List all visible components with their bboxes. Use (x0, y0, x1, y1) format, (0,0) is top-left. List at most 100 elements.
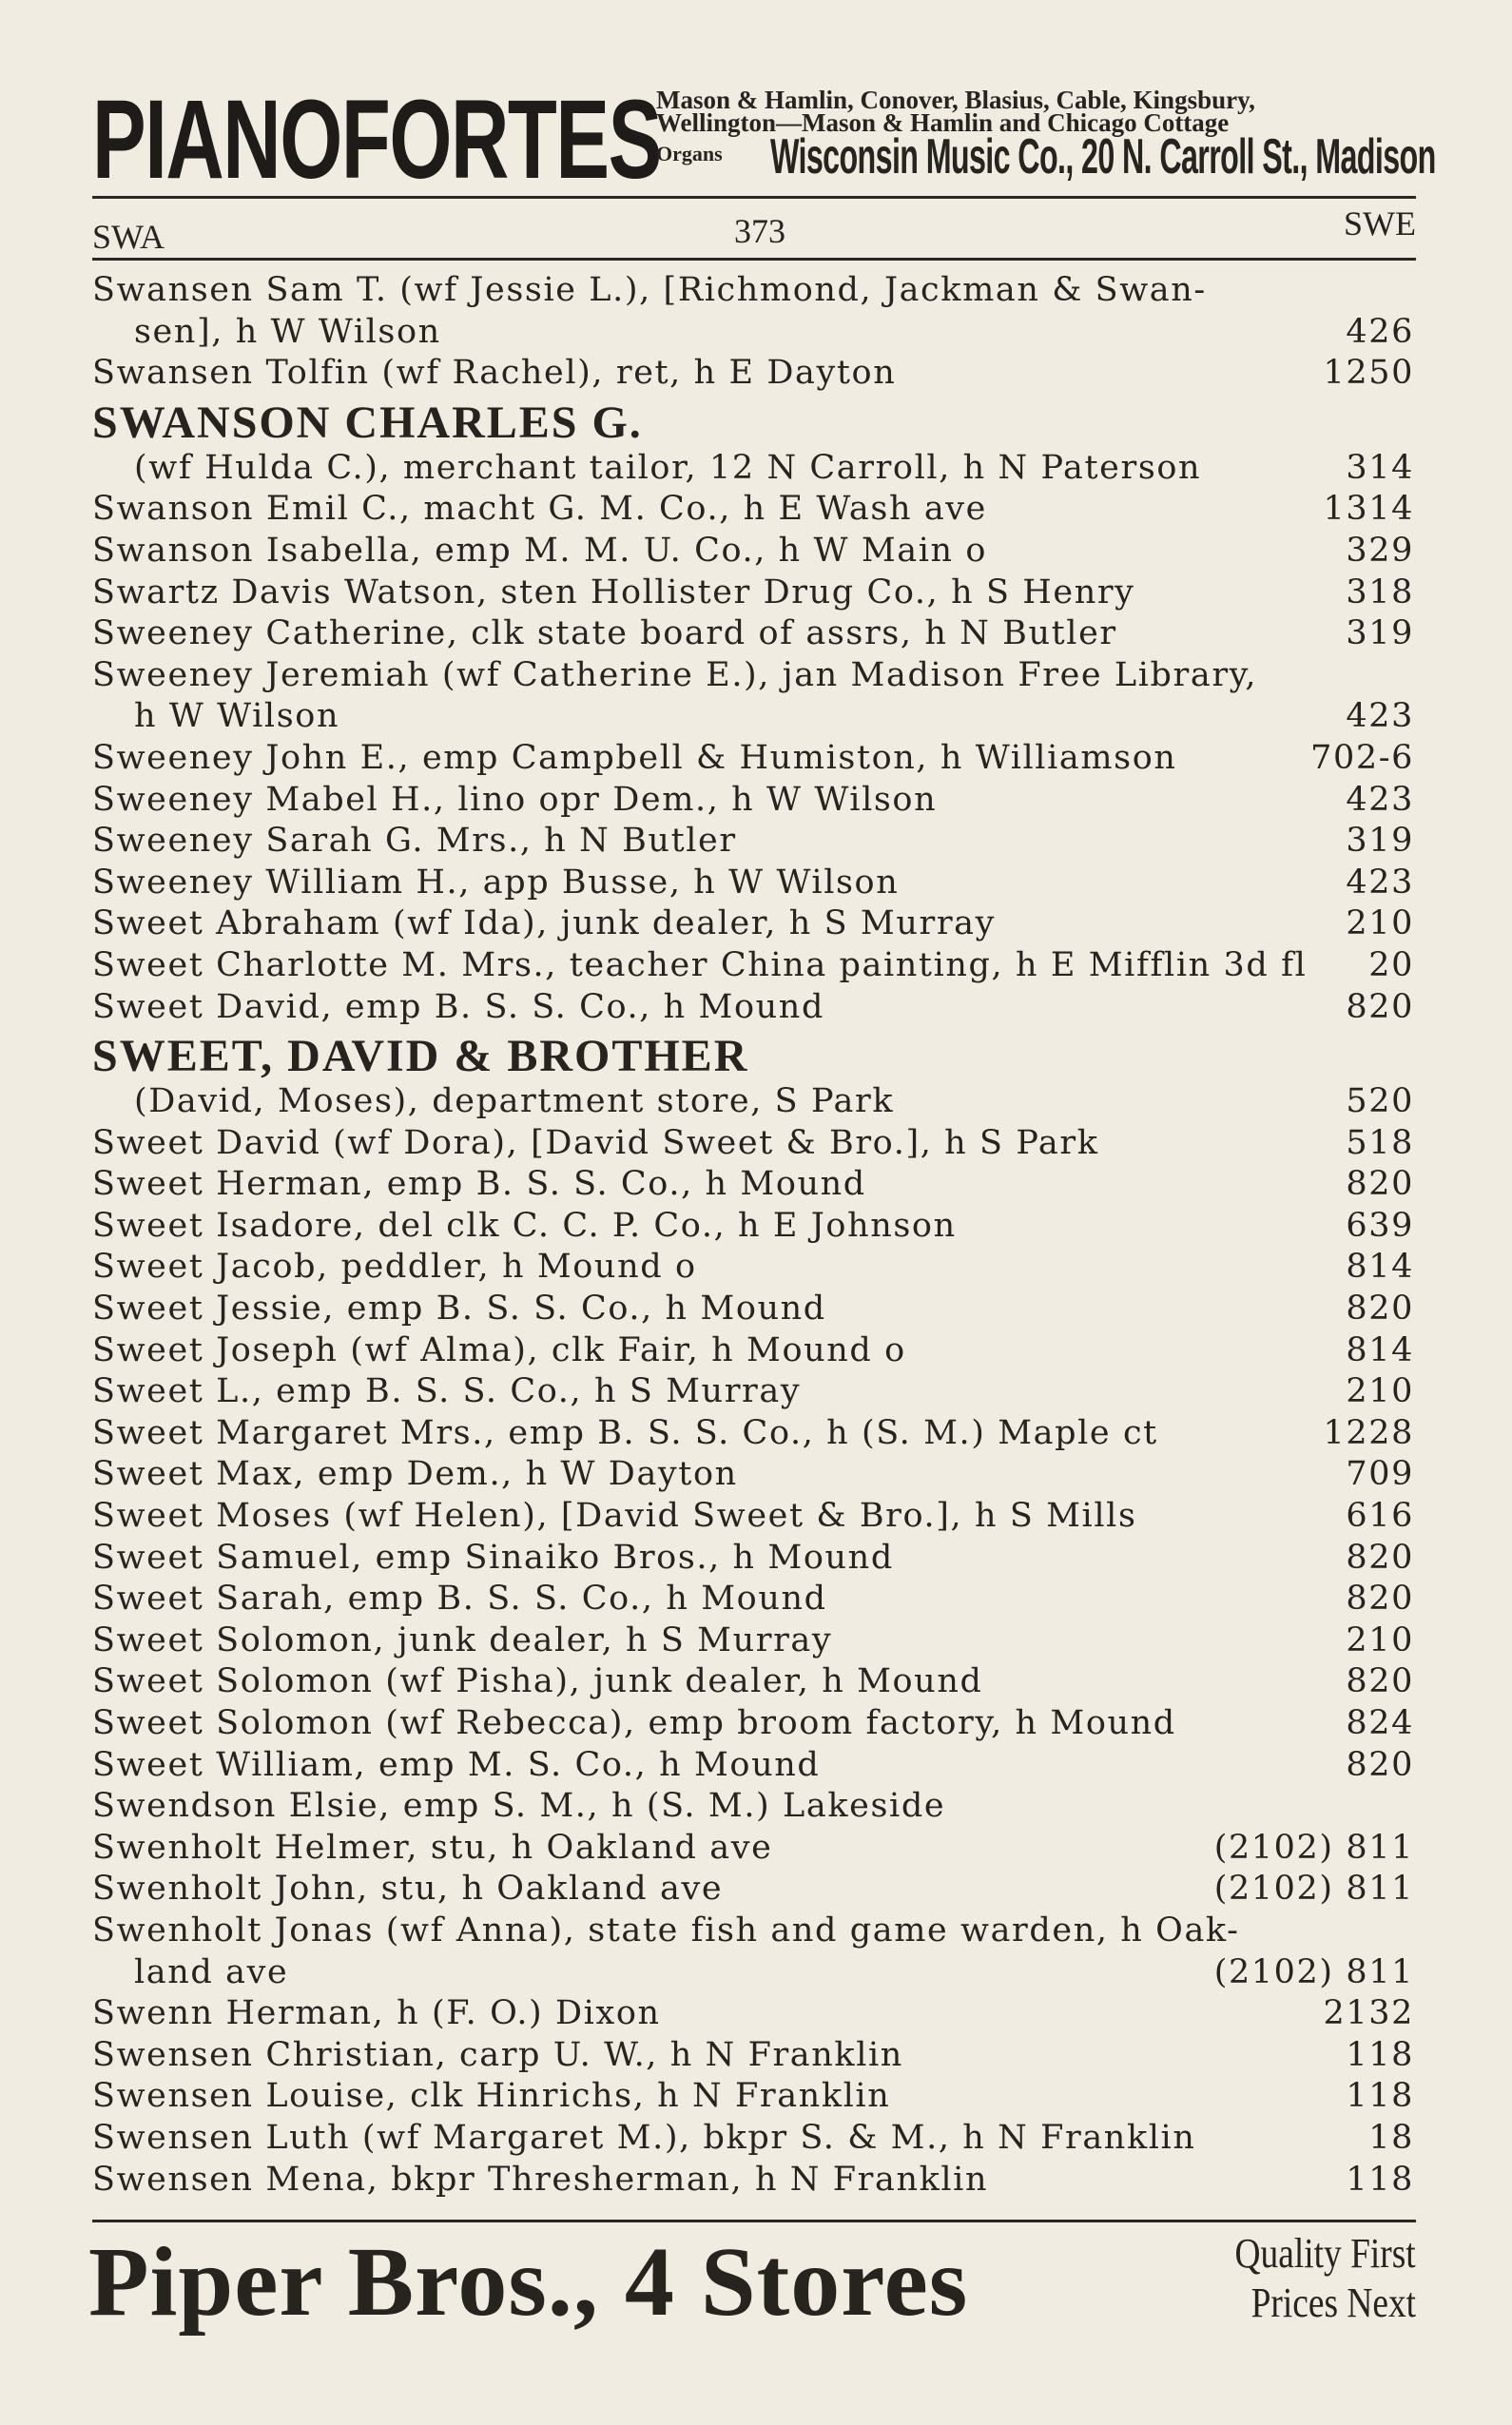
directory-entry: Sweet Solomon (wf Pisha), junk dealer, h… (92, 1661, 1414, 1703)
directory-entry: Sweet L., emp B. S. S. Co., h S Murray 21… (92, 1371, 1414, 1413)
entry-text: (David, Moses), department store, S Park (134, 1082, 895, 1121)
entry-number: 118 (1346, 2160, 1414, 2199)
entry-text: Swanson Emil C., macht G. M. Co., h E Wa… (92, 490, 987, 529)
entry-text: Sweet Margaret Mrs., emp B. S. S. Co., h… (92, 1413, 1158, 1452)
entry-number: 329 (1346, 531, 1414, 570)
entry-text: Sweet L., emp B. S. S. Co., h S Murray (92, 1372, 802, 1411)
entry-number: 824 (1346, 1704, 1414, 1742)
entry-heading: SWEET, DAVID & BROTHER (92, 1028, 1414, 1081)
entry-text: SWANSON CHARLES G. (92, 397, 643, 448)
directory-entry: Sweet David (wf Dora), [David Sweet & Br… (92, 1123, 1414, 1165)
entry-text: Sweet Abraham (wf Ida), junk dealer, h S… (92, 904, 996, 943)
entry-number: 210 (1346, 904, 1414, 943)
running-head-left: SWA (92, 218, 165, 256)
directory-entry: Swensen Louise, clk Hinrichs, h N Frankl… (92, 2076, 1414, 2118)
entry-text: Swansen Tolfin (wf Rachel), ret, h E Day… (92, 354, 897, 393)
directory-entry: Swanson Emil C., macht G. M. Co., h E Wa… (92, 489, 1414, 531)
ad-slogan-2: Prices Next (1250, 2280, 1416, 2326)
directory-entry: Swensen Mena, bkpr Thresherman, h N Fran… (92, 2160, 1414, 2202)
ad-headline: PIANOFORTES (92, 77, 662, 203)
header-rule (92, 258, 1416, 261)
entry-number: (2102) 811 (1213, 1952, 1414, 1991)
entry-text: Swartz Davis Watson, sten Hollister Drug… (92, 572, 1135, 611)
entry-text: Swensen Christian, carp U. W., h N Frank… (92, 2035, 903, 2074)
entry-text: Sweeney John E., emp Campbell & Humiston… (92, 738, 1177, 777)
entry-number: 20 (1368, 945, 1414, 984)
directory-entry: land ave (2102) 811 (92, 1952, 1414, 1994)
entry-text: Sweet Isadore, del clk C. C. P. Co., h E… (92, 1206, 957, 1245)
bottom-rule (92, 2220, 1416, 2222)
ad-company: Wisconsin Music Co., 20 N. Carroll St., … (770, 129, 1436, 184)
entry-text: Sweet Solomon (wf Rebecca), emp broom fa… (92, 1704, 1176, 1742)
entry-number: 314 (1346, 448, 1414, 487)
entry-text: Sweet Joseph (wf Alma), clk Fair, h Moun… (92, 1330, 906, 1369)
entry-number: 820 (1346, 1580, 1414, 1619)
entry-text: Sweet Sarah, emp B. S. S. Co., h Mound (92, 1580, 827, 1619)
entry-text: Swansen Sam T. (wf Jessie L.), [Richmond… (92, 271, 1207, 309)
entry-text: Sweeney William H., app Busse, h W Wilso… (92, 863, 900, 902)
directory-entry: Swensen Luth (wf Margaret M.), bkpr S. &… (92, 2118, 1414, 2160)
directory-entry: Swenn Herman, h (F. O.) Dixon 2132 (92, 1993, 1414, 2035)
directory-entry: Sweet David, emp B. S. S. Co., h Mound 82… (92, 987, 1414, 1029)
entry-number: 709 (1346, 1455, 1414, 1494)
directory-entry: sen], h W Wilson 426 (92, 312, 1414, 354)
entry-text: Sweet Samuel, emp Sinaiko Bros., h Mound (92, 1538, 894, 1577)
entry-number: 118 (1346, 2077, 1414, 2116)
top-rule (92, 196, 1416, 199)
ad-line-3-prefix: Organs (656, 142, 723, 165)
entry-number: 423 (1346, 863, 1414, 902)
entry-number: 18 (1368, 2118, 1414, 2157)
directory-entry: Sweet Sarah, emp B. S. S. Co., h Mound 82… (92, 1579, 1414, 1620)
directory-entry: Sweeney Jeremiah (wf Catherine E.), jan … (92, 655, 1414, 697)
entry-text: Sweet David (wf Dora), [David Sweet & Br… (92, 1123, 1099, 1162)
entry-number: 820 (1346, 987, 1414, 1026)
entry-text: Sweeney Jeremiah (wf Catherine E.), jan … (92, 655, 1258, 694)
directory-entries: Swansen Sam T. (wf Jessie L.), [Richmond… (92, 270, 1414, 2201)
directory-entry: Swendson Elsie, emp S. M., h (S. M.) Lak… (92, 1786, 1414, 1828)
entry-text: Sweet Charlotte M. Mrs., teacher China p… (92, 945, 1308, 984)
entry-number: 319 (1346, 822, 1414, 861)
entry-text: sen], h W Wilson (134, 312, 441, 351)
ad-line-1: Mason & Hamlin, Conover, Blasius, Cable,… (656, 86, 1255, 114)
entry-number: 639 (1346, 1206, 1414, 1245)
entry-number: 210 (1346, 1372, 1414, 1411)
entry-text: Swenholt Jonas (wf Anna), state fish and… (92, 1911, 1240, 1950)
directory-entry: Sweet Moses (wf Helen), [David Sweet & B… (92, 1496, 1414, 1538)
entry-number: 518 (1346, 1123, 1414, 1162)
entry-text: (wf Hulda C.), merchant tailor, 12 N Car… (134, 448, 1202, 487)
entry-text: Swendson Elsie, emp S. M., h (S. M.) Lak… (92, 1787, 946, 1826)
entry-number: 702-6 (1310, 738, 1414, 777)
entry-number: 318 (1346, 572, 1414, 611)
entry-number: 616 (1346, 1497, 1414, 1536)
entry-text: Sweet William, emp M. S. Co., h Mound (92, 1745, 821, 1784)
directory-entry: Sweet William, emp M. S. Co., h Mound 820 (92, 1745, 1414, 1787)
entry-heading: SWANSON CHARLES G. (92, 395, 1414, 448)
pianofortes-advertisement: PIANOFORTES Mason & Hamlin, Conover, Bla… (92, 77, 1436, 203)
entry-number: 820 (1346, 1290, 1414, 1329)
directory-entry: Sweeney John E., emp Campbell & Humiston… (92, 738, 1414, 780)
entry-number: 820 (1346, 1662, 1414, 1701)
directory-entry: Swanson Isabella, emp M. M. U. Co., h W … (92, 531, 1414, 572)
directory-entry: Swenholt John, stu, h Oakland ave (2102) … (92, 1869, 1414, 1911)
entry-number: 426 (1346, 312, 1414, 351)
directory-entry: Sweet Abraham (wf Ida), junk dealer, h S… (92, 903, 1414, 945)
entry-number: (2102) 811 (1213, 1828, 1414, 1867)
directory-entry: Swansen Sam T. (wf Jessie L.), [Richmond… (92, 270, 1414, 312)
entry-number: 814 (1346, 1330, 1414, 1369)
entry-number: 520 (1346, 1082, 1414, 1121)
entry-text: Swensen Mena, bkpr Thresherman, h N Fran… (92, 2160, 989, 2199)
entry-text: Swanson Isabella, emp M. M. U. Co., h W … (92, 531, 988, 570)
directory-entry: Sweet Samuel, emp Sinaiko Bros., h Mound… (92, 1538, 1414, 1580)
entry-number: 210 (1346, 1620, 1414, 1659)
directory-entry: Sweet Solomon (wf Rebecca), emp broom fa… (92, 1703, 1414, 1745)
entry-text: Sweeney Mabel H., lino opr Dem., h W Wil… (92, 780, 938, 819)
entry-text: Sweet Max, emp Dem., h W Dayton (92, 1455, 738, 1494)
ad-slogan-1: Quality First (1234, 2230, 1416, 2277)
directory-entry: Sweeney Catherine, clk state board of as… (92, 613, 1414, 655)
directory-entry: Sweet Joseph (wf Alma), clk Fair, h Moun… (92, 1330, 1414, 1372)
entry-text: Swensen Luth (wf Margaret M.), bkpr S. &… (92, 2118, 1196, 2157)
ad-line-2: Wellington—Mason & Hamlin and Chicago Co… (656, 108, 1230, 137)
entry-number: 814 (1346, 1248, 1414, 1287)
entry-number: 2132 (1323, 1994, 1414, 2033)
entry-number: 423 (1346, 697, 1414, 736)
